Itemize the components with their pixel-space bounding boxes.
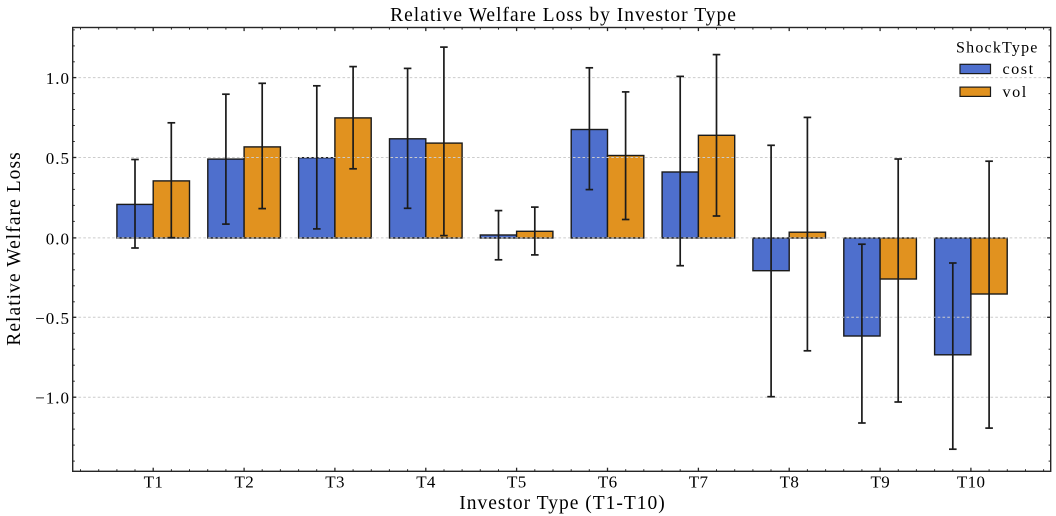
svg-text:vol: vol	[1003, 83, 1028, 101]
svg-text:ShockType: ShockType	[956, 40, 1039, 57]
svg-text:T3: T3	[325, 473, 345, 492]
svg-text:T10: T10	[957, 473, 985, 492]
svg-text:T4: T4	[416, 473, 436, 492]
svg-text:Relative Welfare Loss by Inves: Relative Welfare Loss by Investor Type	[390, 5, 737, 26]
svg-text:T2: T2	[235, 473, 255, 492]
svg-text:T5: T5	[507, 473, 527, 492]
svg-text:T7: T7	[689, 473, 709, 492]
svg-text:−1.0: −1.0	[35, 389, 70, 408]
svg-text:T8: T8	[780, 473, 800, 492]
svg-text:T1: T1	[144, 473, 164, 492]
svg-text:T6: T6	[598, 473, 618, 492]
svg-text:1.0: 1.0	[46, 69, 70, 88]
svg-text:T9: T9	[871, 473, 891, 492]
svg-text:Investor Type (T1-T10): Investor Type (T1-T10)	[459, 493, 666, 514]
svg-text:cost: cost	[1003, 60, 1035, 78]
svg-text:−0.5: −0.5	[35, 309, 70, 328]
svg-text:Relative Welfare Loss: Relative Welfare Loss	[4, 151, 25, 345]
svg-text:0.5: 0.5	[46, 149, 70, 168]
svg-text:0.0: 0.0	[46, 229, 70, 248]
